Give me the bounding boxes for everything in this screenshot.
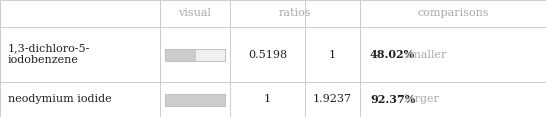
Text: 1.9237: 1.9237 (313, 95, 352, 104)
Text: ratios: ratios (279, 9, 311, 18)
Text: neodymium iodide: neodymium iodide (8, 95, 111, 104)
Text: 92.37%: 92.37% (370, 94, 416, 105)
Text: larger: larger (401, 95, 439, 104)
Bar (165, 49, 225, 60)
Text: 1,3-dichloro-5-
iodobenzene: 1,3-dichloro-5- iodobenzene (8, 44, 91, 65)
Text: 0.5198: 0.5198 (248, 49, 287, 60)
Text: comparisons: comparisons (417, 9, 489, 18)
Text: smaller: smaller (401, 49, 447, 60)
Text: visual: visual (179, 9, 211, 18)
Text: 1: 1 (329, 49, 336, 60)
Bar (165, 93, 225, 106)
Bar (165, 49, 225, 60)
Text: 1: 1 (264, 95, 271, 104)
Text: 48.02%: 48.02% (370, 49, 415, 60)
Bar (165, 93, 225, 106)
Bar (165, 49, 196, 60)
